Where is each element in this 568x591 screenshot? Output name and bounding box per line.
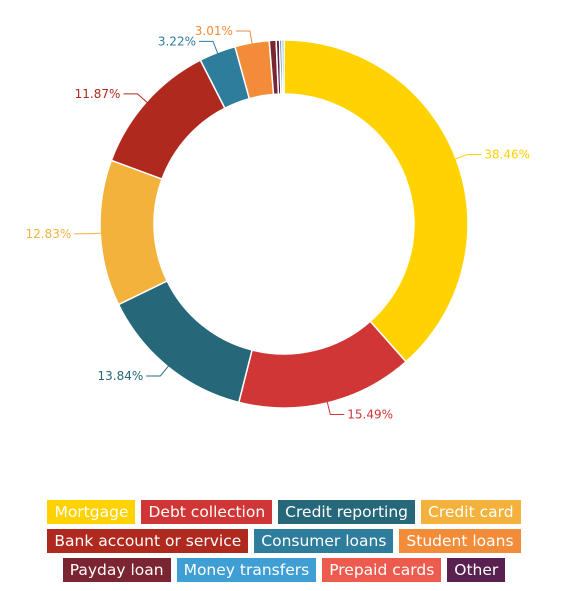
slice-leader-line bbox=[326, 400, 345, 415]
slice-value-label: 3.01% bbox=[195, 24, 233, 38]
legend-item-bank-account-or-service[interactable]: Bank account or service bbox=[47, 529, 249, 553]
legend-item-student-loans[interactable]: Student loans bbox=[399, 529, 521, 553]
slice-mortgage bbox=[283, 39, 469, 363]
legend-item-money-transfers[interactable]: Money transfers bbox=[176, 558, 317, 582]
slice-leader-line bbox=[235, 30, 253, 45]
legend-item-credit-reporting[interactable]: Credit reporting bbox=[278, 500, 416, 524]
legend-row: Payday loan Money transfers Prepaid cards O… bbox=[0, 558, 568, 582]
slice-consumer-loans bbox=[117, 279, 253, 404]
legend-item-prepaid-cards[interactable]: Prepaid cards bbox=[322, 558, 442, 582]
legend-item-debt-collection[interactable]: Debt collection bbox=[141, 500, 273, 524]
legend-item-payday-loan[interactable]: Payday loan bbox=[62, 558, 171, 582]
slice-value-label: 11.87% bbox=[75, 87, 121, 101]
slice-value-label: 3.22% bbox=[158, 34, 196, 48]
slice-bank-account-or-service bbox=[110, 59, 226, 181]
slice-leader-line bbox=[123, 93, 149, 104]
donut-chart: 38.46% 15.49% 13.84% 12.83% 11.87% 3.22%3.01% bbox=[25, 24, 530, 421]
slice-value-label: 38.46% bbox=[484, 147, 530, 161]
legend-item-consumer-loans[interactable]: Consumer loans bbox=[254, 529, 394, 553]
legend-item-mortgage[interactable]: Mortgage bbox=[47, 500, 136, 524]
slice-leader-line bbox=[146, 364, 170, 377]
legend-row: Bank account or service Consumer loans Stu… bbox=[0, 529, 568, 553]
slice-leader-line bbox=[198, 40, 219, 55]
slice-credit-card bbox=[99, 159, 169, 306]
legend-item-credit-card[interactable]: Credit card bbox=[421, 500, 521, 524]
slice-leader-line bbox=[453, 153, 482, 160]
slice-leader-line bbox=[74, 232, 103, 235]
chart-legend: Mortgage Debt collection Credit reporting C… bbox=[0, 500, 568, 587]
legend-row: Mortgage Debt collection Credit reporting C… bbox=[0, 500, 568, 524]
slice-debt-collection bbox=[237, 320, 408, 409]
legend-item-other[interactable]: Other bbox=[447, 558, 506, 582]
slice-value-label: 13.84% bbox=[98, 369, 144, 383]
slice-prepaid-cards bbox=[281, 39, 285, 95]
slice-value-label: 12.83% bbox=[25, 227, 71, 241]
slice-value-label: 15.49% bbox=[347, 407, 393, 421]
